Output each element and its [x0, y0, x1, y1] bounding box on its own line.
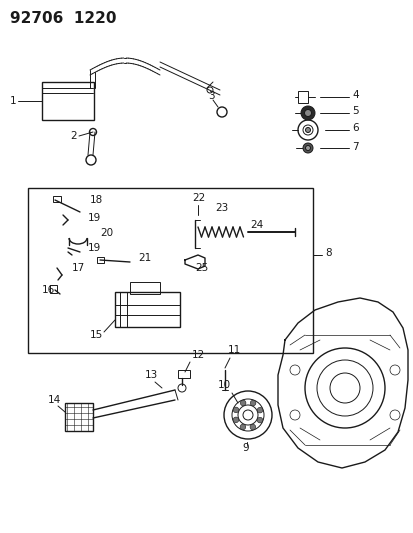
- Text: 7: 7: [351, 142, 358, 152]
- Bar: [28, 188, 312, 353]
- Text: 19: 19: [88, 213, 101, 223]
- Text: 92706  1220: 92706 1220: [10, 11, 116, 26]
- Bar: [178, 370, 190, 378]
- Text: 18: 18: [90, 195, 103, 205]
- Text: 2: 2: [70, 131, 76, 141]
- Text: 8: 8: [324, 248, 331, 258]
- Text: 24: 24: [249, 220, 263, 230]
- Bar: [65, 403, 93, 431]
- Text: 16: 16: [42, 285, 55, 295]
- Circle shape: [240, 400, 245, 406]
- Circle shape: [233, 417, 238, 423]
- Text: 23: 23: [214, 203, 228, 213]
- Text: 12: 12: [192, 350, 205, 360]
- Circle shape: [302, 143, 312, 153]
- Text: 10: 10: [218, 380, 230, 390]
- Bar: [42, 82, 94, 120]
- Text: 19: 19: [88, 243, 101, 253]
- Circle shape: [305, 146, 310, 150]
- Text: 20: 20: [100, 228, 113, 238]
- Text: 14: 14: [48, 395, 61, 405]
- Text: 11: 11: [228, 345, 241, 355]
- Circle shape: [240, 424, 245, 430]
- Circle shape: [304, 109, 311, 117]
- Bar: [53, 196, 61, 202]
- Text: 4: 4: [351, 90, 358, 100]
- Text: 15: 15: [90, 330, 103, 340]
- Text: 17: 17: [72, 263, 85, 273]
- Circle shape: [249, 424, 255, 430]
- Bar: [115, 292, 180, 327]
- Text: 9: 9: [242, 443, 248, 453]
- Text: 22: 22: [192, 193, 205, 203]
- Circle shape: [305, 127, 310, 133]
- Text: 13: 13: [145, 370, 158, 380]
- Text: 5: 5: [351, 106, 358, 116]
- Circle shape: [300, 106, 314, 120]
- Circle shape: [233, 407, 238, 413]
- Bar: [97, 257, 104, 263]
- Text: 1: 1: [10, 96, 17, 106]
- Circle shape: [256, 407, 262, 413]
- Bar: [130, 282, 159, 294]
- Text: 6: 6: [351, 123, 358, 133]
- Circle shape: [250, 400, 255, 406]
- Bar: [50, 285, 57, 293]
- Bar: [297, 91, 307, 103]
- Circle shape: [256, 417, 262, 423]
- Text: 25: 25: [195, 263, 208, 273]
- Text: 21: 21: [138, 253, 151, 263]
- Text: 3: 3: [207, 91, 214, 101]
